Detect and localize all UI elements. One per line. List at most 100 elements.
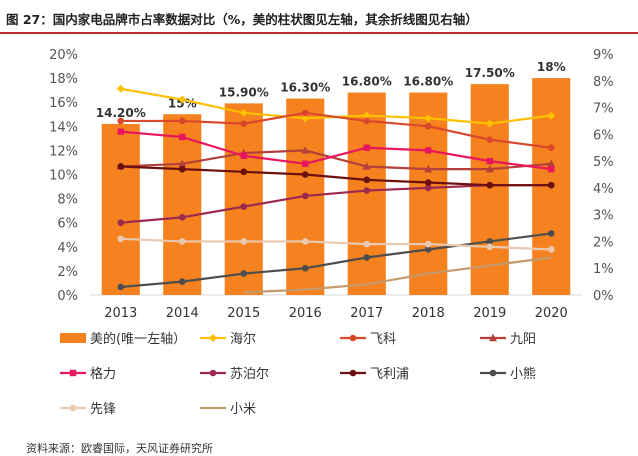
series-point <box>547 230 555 237</box>
bar-2018 <box>409 92 448 295</box>
legend-label: 九阳 <box>510 332 536 347</box>
series-point <box>117 235 125 243</box>
right-tick-label: 5% <box>593 155 614 170</box>
line-series <box>116 84 556 294</box>
right-tick-label: 6% <box>593 128 614 143</box>
series-line <box>120 149 552 171</box>
series-point <box>424 184 432 192</box>
series-point <box>424 123 432 130</box>
series-point <box>178 278 186 285</box>
x-tick-label: 2017 <box>350 306 383 321</box>
series-point <box>117 283 125 291</box>
source-note: 资料来源：欧睿国际，天风证券研究所 <box>26 442 213 455</box>
right-tick-label: 8% <box>593 75 614 90</box>
bar-2019 <box>470 84 509 295</box>
series-point <box>301 171 309 178</box>
series-point <box>424 246 432 253</box>
series-point <box>548 165 555 173</box>
x-tick-label: 2013 <box>104 306 137 321</box>
right-tick-label: 9% <box>593 48 614 63</box>
legend-label: 格力 <box>90 366 116 382</box>
legend-item: 九阳 <box>480 332 536 347</box>
bar-2013 <box>101 123 140 295</box>
series-point <box>486 238 494 245</box>
series-point <box>362 111 371 120</box>
legend-marker <box>349 334 357 342</box>
series-point <box>302 160 309 167</box>
series-point <box>117 219 125 226</box>
series-point <box>240 120 248 127</box>
series-point <box>363 176 371 184</box>
series-point <box>363 144 370 151</box>
bar-data-label: 14.20% <box>96 106 146 120</box>
series-6 <box>117 163 555 189</box>
left-tick-label: 10% <box>49 169 78 184</box>
series-point <box>301 146 310 154</box>
series-point <box>240 203 248 210</box>
legend-marker <box>489 369 497 377</box>
series-point <box>486 243 494 251</box>
series-line <box>120 232 552 289</box>
x-tick-label: 2018 <box>412 306 445 321</box>
series-point <box>178 238 186 245</box>
legend-item: 先锋 <box>60 402 116 417</box>
legend-label: 美的(唯一左轴） <box>90 331 186 347</box>
left-tick-label: 6% <box>57 217 78 232</box>
right-tick-label: 1% <box>593 262 614 277</box>
legend-marker <box>69 369 77 377</box>
legend-label: 小熊 <box>510 366 536 382</box>
series-point <box>240 152 247 159</box>
series-point <box>178 117 186 125</box>
series-point <box>424 240 432 248</box>
left-tick-label: 2% <box>57 265 78 280</box>
series-point <box>301 264 309 272</box>
left-tick-label: 18% <box>49 72 78 87</box>
left-tick-label: 20% <box>49 48 78 63</box>
series-8 <box>117 235 555 253</box>
bar-data-label: 16.30% <box>280 81 330 95</box>
left-tick-label: 16% <box>49 96 78 111</box>
series-point <box>363 187 371 194</box>
series-point <box>485 164 494 173</box>
right-tick-label: 2% <box>593 235 614 250</box>
x-tick-label: 2019 <box>473 306 506 321</box>
series-point <box>486 181 494 189</box>
series-9 <box>243 256 552 294</box>
legend-marker <box>209 334 217 342</box>
series-point <box>301 109 309 117</box>
series-point <box>240 238 248 245</box>
bar-data-label: 18% <box>537 60 566 74</box>
legend-label: 飞利浦 <box>370 367 409 382</box>
series-point <box>547 111 556 120</box>
legend-item: 美的(唯一左轴） <box>60 331 186 347</box>
right-tick-label: 0% <box>593 289 614 304</box>
series-point <box>301 238 309 245</box>
series-point <box>178 159 187 167</box>
legend-label: 苏泊尔 <box>230 366 269 382</box>
series-point <box>178 165 186 173</box>
series-point <box>362 162 371 170</box>
left-tick-label: 4% <box>57 241 78 256</box>
x-tick-label: 2020 <box>535 306 568 321</box>
legend-marker <box>209 369 217 377</box>
series-line <box>120 237 552 251</box>
left-axis: 0% 2% 4% 6% 8% 10% 12% 14% 16% 18% 20% <box>49 48 78 304</box>
series-line <box>120 130 552 171</box>
right-tick-label: 3% <box>593 209 614 224</box>
series-point <box>239 108 248 117</box>
left-tick-label: 0% <box>57 289 78 304</box>
series-point <box>424 179 432 186</box>
series-2 <box>117 109 555 152</box>
series-point <box>547 181 555 189</box>
bar-2014 <box>163 114 202 295</box>
series-point <box>301 114 310 123</box>
right-tick-label: 4% <box>593 182 614 197</box>
series-point <box>117 128 124 135</box>
bar-data-label: 16.80% <box>342 75 392 89</box>
legend-label: 飞科 <box>370 332 396 347</box>
title-rule <box>0 32 638 34</box>
series-7 <box>117 230 555 291</box>
legend-item: 飞利浦 <box>340 367 409 382</box>
series-point <box>486 136 494 143</box>
